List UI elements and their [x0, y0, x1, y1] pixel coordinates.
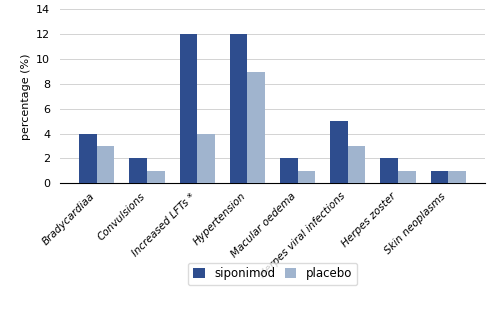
Bar	[380, 158, 398, 183]
Bar	[80, 134, 97, 183]
Legend: siponimod, placebo: siponimod, placebo	[188, 263, 357, 285]
Bar	[430, 171, 448, 183]
Bar	[97, 146, 114, 183]
Bar	[230, 34, 248, 183]
Bar	[147, 171, 164, 183]
Bar	[298, 171, 315, 183]
Bar	[398, 171, 415, 183]
Bar	[448, 171, 466, 183]
Bar	[280, 158, 297, 183]
Bar	[197, 134, 215, 183]
Bar	[348, 146, 366, 183]
Bar	[180, 34, 197, 183]
Bar	[248, 71, 265, 183]
Bar	[130, 158, 147, 183]
Bar	[330, 121, 348, 183]
Y-axis label: percentage (%): percentage (%)	[20, 53, 30, 140]
